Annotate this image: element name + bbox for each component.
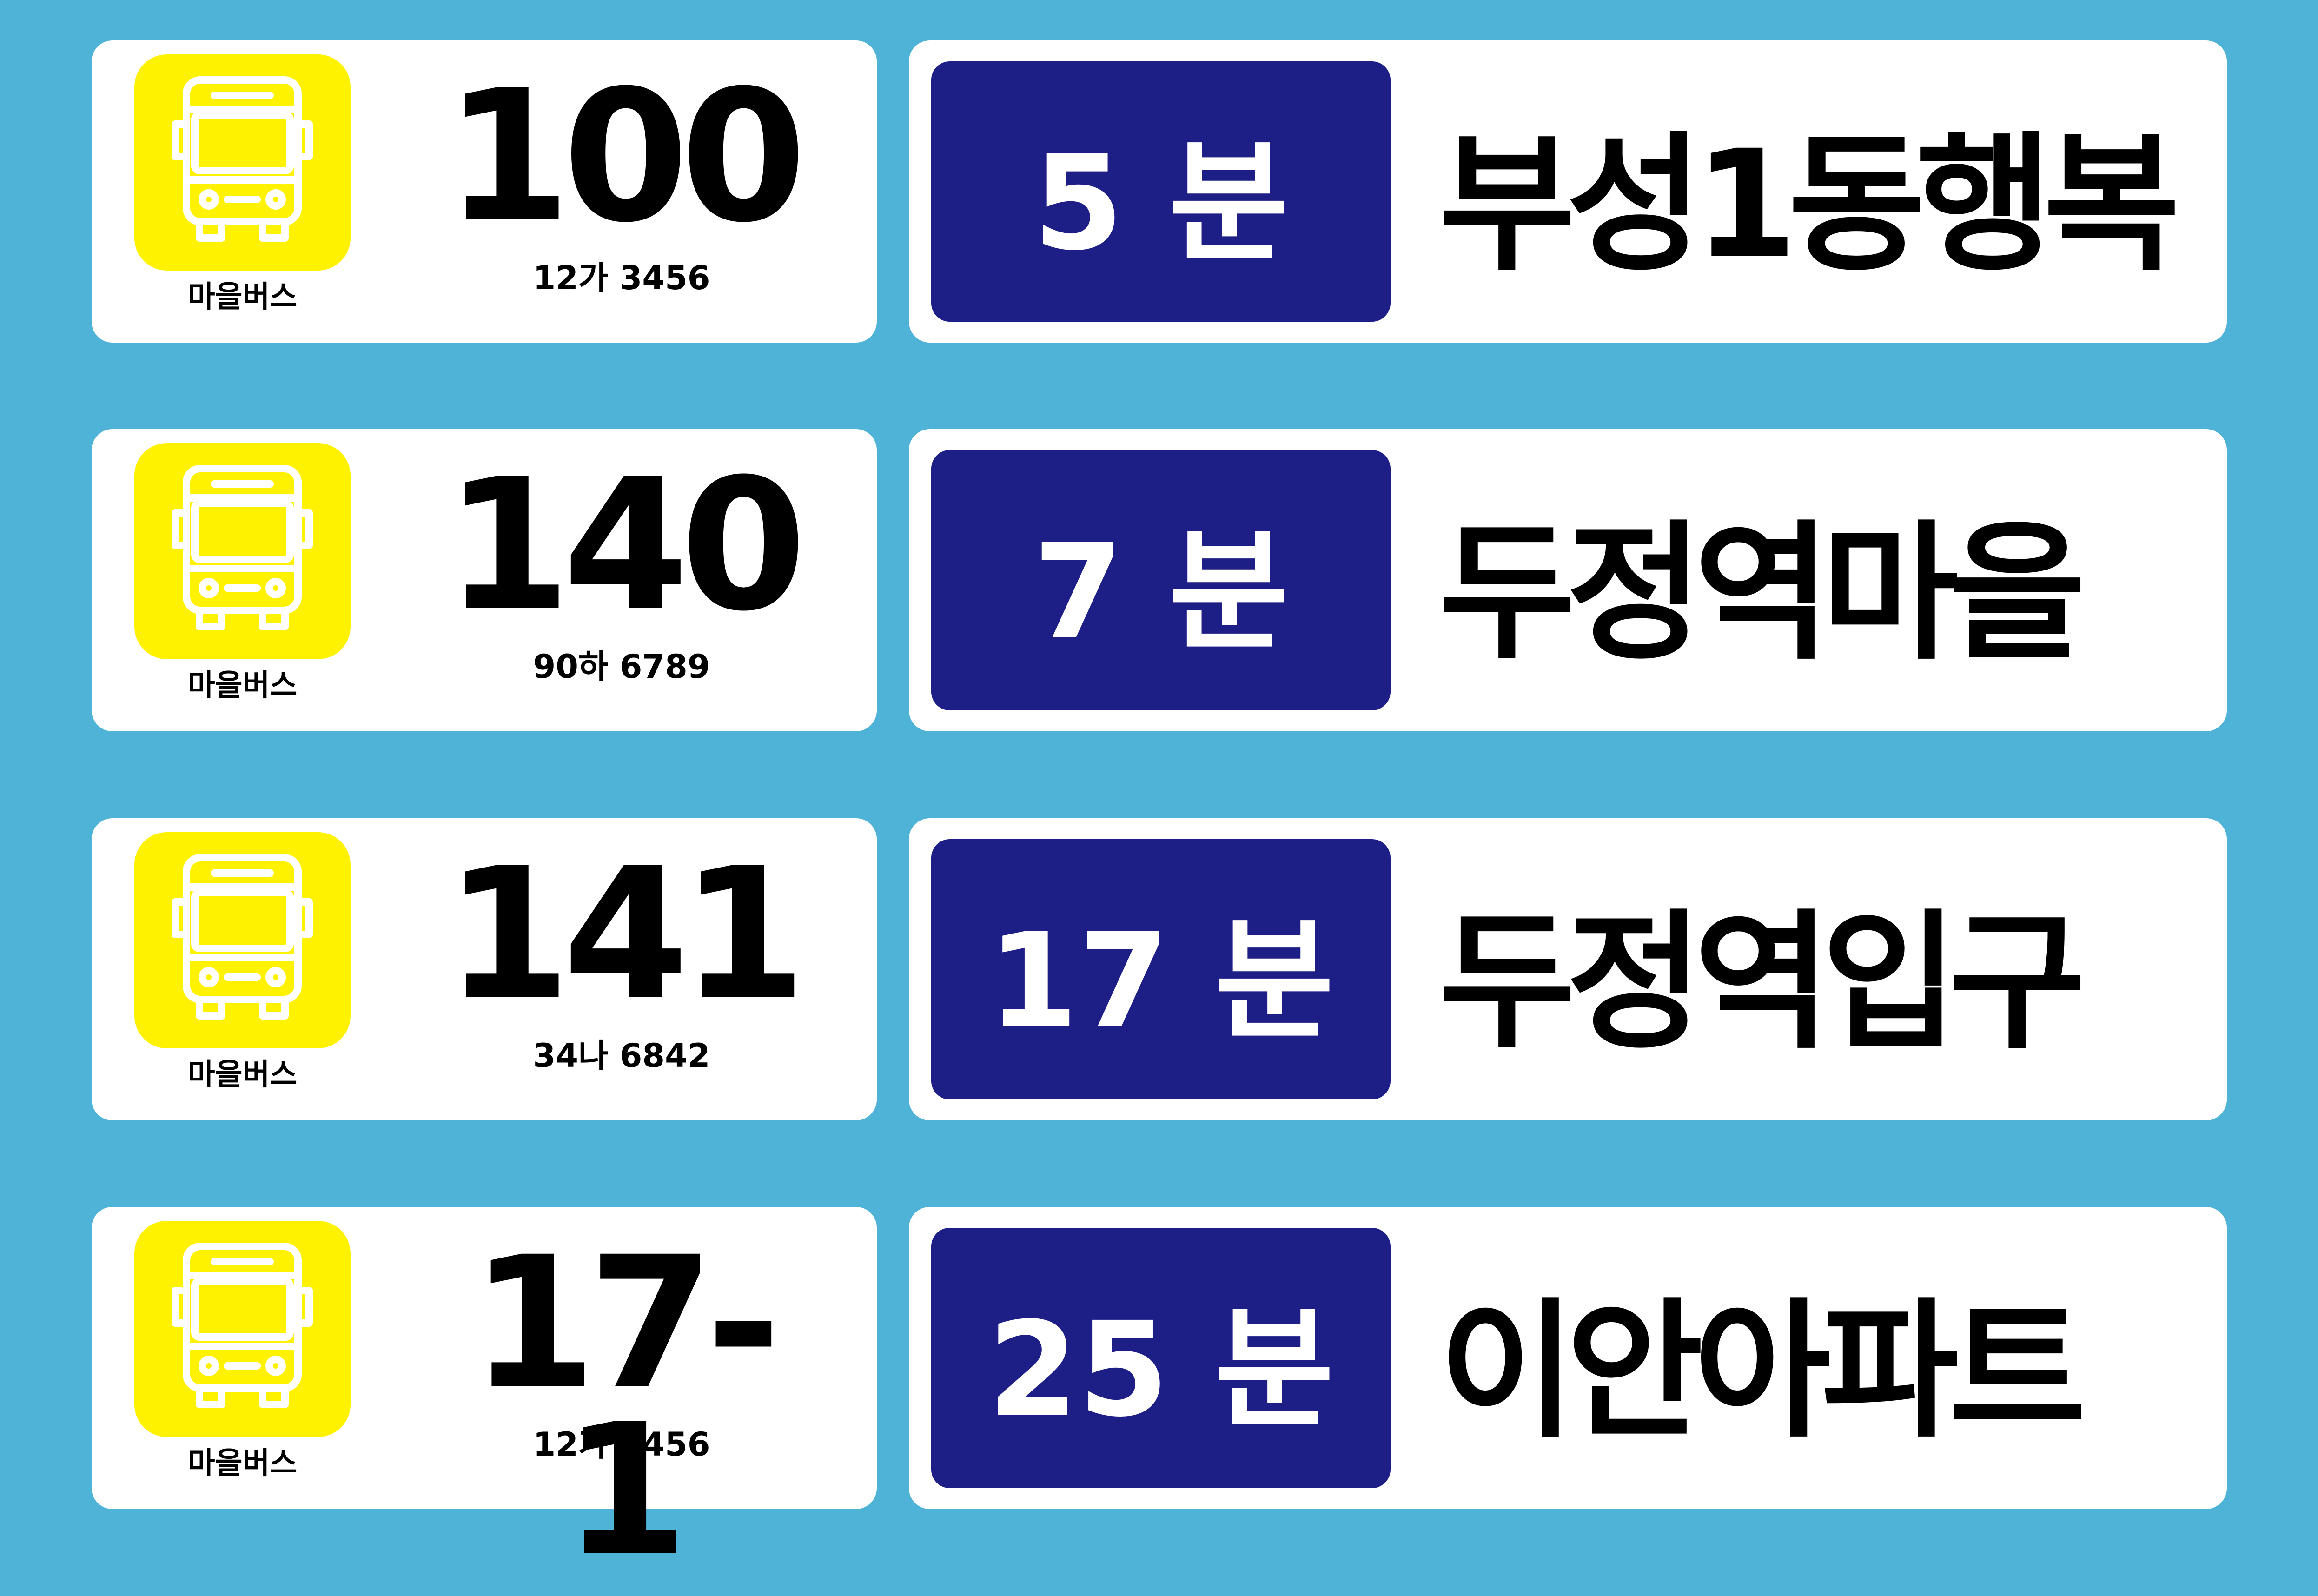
arrival-card: 25 분 이안아파트 [909, 1207, 2227, 1509]
arrival-minutes: 25 [987, 1294, 1169, 1446]
arrival-time-box: 5 분 [931, 61, 1391, 322]
arrival-row-2: 마을버스 140 90하 6789 7 분 두정역마을 [0, 429, 2318, 731]
bus-icon [172, 1243, 313, 1408]
bus-icon-tile [134, 832, 351, 1048]
route-card: 마을버스 17-1 12가 3456 [92, 1207, 877, 1596]
route-card: 마을버스 140 90하 6789 [92, 429, 877, 731]
route-number: 140 [444, 440, 807, 651]
bus-icon [172, 465, 313, 630]
destination: 두정역입구 [1439, 896, 2086, 1069]
destination: 이안아파트 [1439, 1285, 2086, 1458]
arrival-time: 17 분 [988, 875, 1334, 1064]
bus-icon-tile [134, 443, 351, 659]
arrival-minutes: 17 [987, 906, 1169, 1057]
bus-icon [172, 854, 313, 1020]
arrival-row-4: 마을버스 17-1 12가 3456 25 분 이안아파트 [0, 1207, 2318, 1596]
arrival-row-1: 마을버스 100 12가 3456 5 분 부성1동행복 [0, 40, 2318, 343]
arrival-time-box: 25 분 [931, 1228, 1391, 1488]
arrival-minutes: 5 [1033, 128, 1124, 279]
license-plate: 12가 3456 [533, 1425, 710, 1464]
bus-icon-tile [134, 1221, 351, 1437]
destination: 부성1동행복 [1439, 118, 2180, 291]
arrival-time-box: 17 분 [931, 839, 1391, 1099]
bus-type-label: 마을버스 [187, 1446, 298, 1481]
route-card: 마을버스 141 34나 6842 [92, 818, 877, 1120]
arrival-time: 25 분 [988, 1264, 1334, 1452]
license-plate: 12가 3456 [533, 259, 710, 297]
route-number: 141 [444, 829, 807, 1040]
arrival-row-3: 마을버스 141 34나 6842 17 분 두정역입구 [0, 818, 2318, 1120]
bus-type-label: 마을버스 [187, 280, 298, 314]
arrival-time-box: 7 분 [931, 450, 1391, 710]
bus-icon-tile [134, 54, 351, 271]
arrival-time: 7 분 [1033, 486, 1289, 675]
arrival-card: 5 분 부성1동행복 [909, 40, 2227, 343]
bus-icon [172, 76, 313, 242]
route-number: 100 [444, 51, 807, 262]
route-card: 마을버스 100 12가 3456 [92, 40, 877, 343]
arrival-card: 7 분 두정역마을 [909, 429, 2227, 731]
license-plate: 90하 6789 [533, 648, 710, 686]
route-number: 17-1 [470, 1218, 781, 1596]
bus-type-label: 마을버스 [187, 669, 298, 703]
destination: 두정역마을 [1439, 507, 2086, 680]
arrival-time: 5 분 [1033, 97, 1289, 286]
arrival-unit: 분 [1214, 906, 1334, 1057]
arrival-unit: 분 [1169, 517, 1289, 668]
arrival-card: 17 분 두정역입구 [909, 818, 2227, 1120]
license-plate: 34나 6842 [533, 1037, 710, 1075]
arrival-minutes: 7 [1033, 517, 1124, 668]
arrival-unit: 분 [1214, 1294, 1334, 1446]
bus-type-label: 마을버스 [187, 1058, 298, 1092]
arrival-unit: 분 [1169, 128, 1289, 279]
